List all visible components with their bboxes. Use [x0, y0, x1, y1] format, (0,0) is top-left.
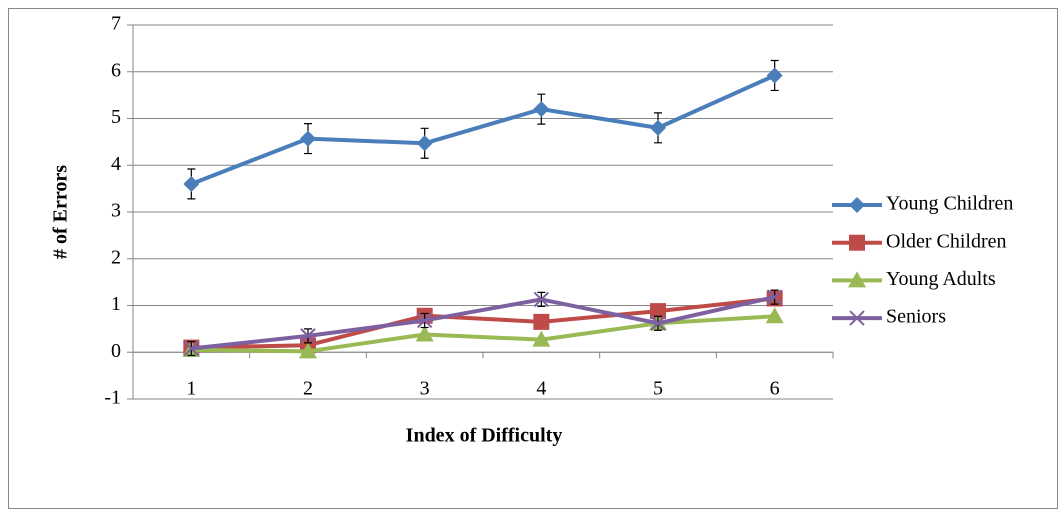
x-tick-label: 6	[770, 378, 780, 400]
legend-marker	[848, 271, 866, 288]
series-line	[191, 296, 775, 350]
legend-item: Older Children	[832, 230, 1007, 252]
point	[765, 307, 784, 324]
point	[300, 130, 316, 147]
point	[766, 67, 783, 84]
point	[415, 325, 434, 342]
point	[533, 313, 550, 330]
point	[650, 303, 666, 320]
y-tick-label: 3	[111, 200, 121, 222]
legend-marker	[849, 197, 865, 213]
point	[299, 342, 317, 359]
legend-item: Young Children	[832, 193, 1013, 215]
x-tick-label: 2	[303, 378, 313, 400]
x-tick-label: 5	[653, 378, 663, 400]
y-tick-label: 0	[111, 340, 121, 362]
series-line	[191, 314, 775, 354]
point	[183, 340, 200, 357]
series-line	[190, 73, 776, 186]
y-tick-label: 6	[111, 59, 121, 81]
point	[650, 315, 666, 331]
x-axis-title: Index of Difficulty	[406, 425, 563, 447]
series	[183, 289, 783, 357]
x-tick-label: 1	[186, 378, 196, 400]
legend-marker	[849, 310, 865, 326]
point	[183, 175, 200, 192]
legend-label: Seniors	[886, 306, 946, 328]
series-line	[191, 295, 776, 351]
series	[183, 59, 783, 200]
y-tick-label: -1	[104, 387, 121, 409]
point	[532, 330, 551, 347]
legend-label: Young Children	[886, 193, 1013, 215]
point	[533, 291, 550, 308]
legend-item: Young Adults	[832, 268, 996, 290]
legend-marker	[849, 234, 865, 251]
y-tick-label: 4	[111, 153, 121, 175]
x-tick-label: 4	[536, 378, 546, 400]
legend-label: Older Children	[886, 230, 1007, 252]
point	[416, 312, 433, 329]
point	[650, 119, 666, 136]
y-tick-label: 7	[111, 13, 121, 35]
legend-label: Young Adults	[886, 268, 996, 290]
point	[766, 289, 783, 305]
y-tick-label: 5	[111, 106, 121, 128]
y-tick-label: 2	[111, 246, 121, 268]
point	[533, 101, 550, 118]
x-tick-label: 3	[420, 378, 430, 400]
y-tick-label: 1	[111, 293, 121, 315]
legend-item: Seniors	[832, 306, 946, 328]
point	[416, 135, 433, 152]
y-axis-title: # of Errors	[50, 165, 72, 259]
point	[300, 328, 316, 344]
